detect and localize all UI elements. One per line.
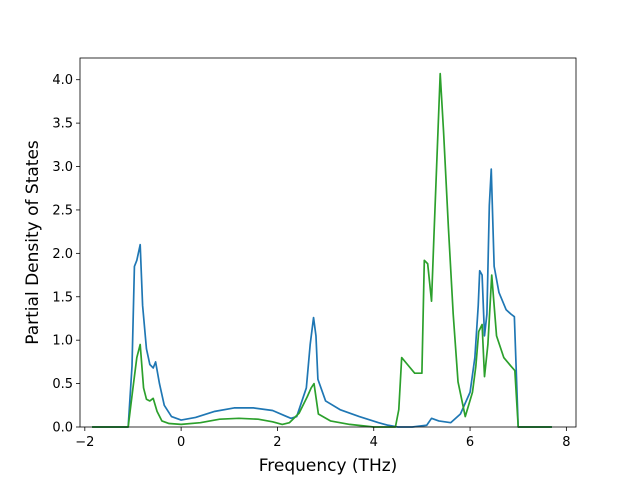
y-axis-label: Partial Density of States [23, 140, 43, 345]
x-axis-ticks: −2 0 2 4 6 8 [75, 427, 571, 450]
x-tick-label: 6 [466, 435, 474, 450]
axes-frame [79, 57, 577, 428]
y-tick-label: 2.0 [52, 247, 73, 262]
y-tick-label: 0.5 [52, 377, 73, 392]
x-tick-label: 8 [562, 435, 570, 450]
x-tick-label: 0 [177, 435, 185, 450]
y-tick-label: 2.5 [52, 203, 73, 218]
series-line-1 [92, 168, 552, 428]
x-tick-label: 4 [370, 435, 378, 450]
y-tick-label: 3.0 [52, 160, 73, 175]
y-tick-label: 3.5 [52, 117, 73, 132]
y-tick-label: 1.0 [52, 334, 73, 349]
x-tick-label: −2 [75, 435, 94, 450]
y-tick-label: 4.0 [52, 73, 73, 88]
y-tick-label: 1.5 [52, 290, 73, 305]
x-axis-label: Frequency (THz) [259, 456, 398, 476]
y-tick-label: 0.0 [52, 421, 73, 436]
y-axis-ticks: 0.0 0.5 1.0 1.5 2.0 2.5 3.0 3.5 4.0 [52, 73, 80, 436]
x-tick-label: 2 [273, 435, 281, 450]
